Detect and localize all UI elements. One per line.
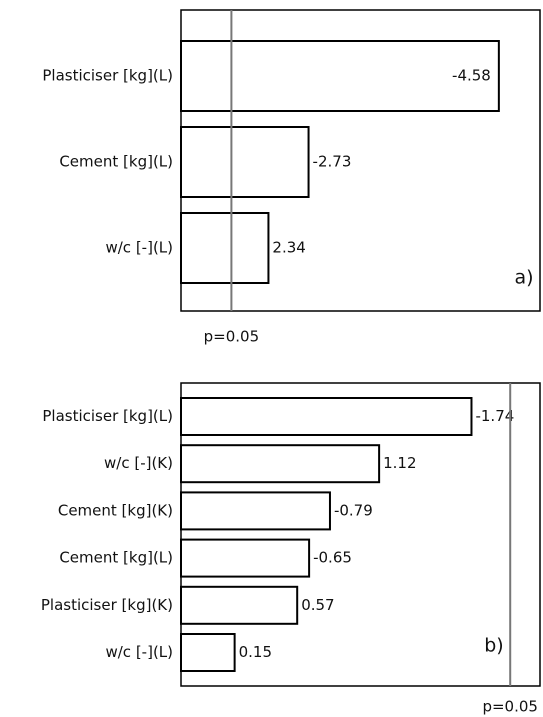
value-label: -4.58	[452, 67, 491, 85]
category-label: w/c [-](L)	[105, 643, 173, 661]
bar	[180, 538, 311, 578]
bar	[180, 397, 473, 436]
bar	[180, 444, 381, 484]
category-label: Plasticiser [kg](K)	[41, 596, 173, 614]
value-label: -1.74	[475, 407, 514, 425]
category-label: Cement [kg](K)	[58, 501, 173, 519]
value-label: 1.12	[383, 454, 416, 472]
bar	[180, 585, 299, 625]
bar	[180, 212, 270, 284]
panel-label: a)	[514, 267, 533, 289]
value-label: 0.15	[239, 643, 272, 661]
bar	[180, 633, 236, 672]
value-label: -2.73	[313, 153, 352, 171]
value-label: 0.57	[301, 596, 334, 614]
reference-label: p=0.05	[482, 698, 538, 716]
value-label: -0.65	[313, 549, 352, 567]
plot-frame	[180, 382, 541, 687]
category-label: Cement [kg](L)	[59, 549, 173, 567]
bar	[180, 126, 310, 198]
category-label: Plasticiser [kg](L)	[42, 407, 173, 425]
category-label: Cement [kg](L)	[59, 153, 173, 171]
value-label: 2.34	[272, 239, 305, 257]
panel-label: b)	[484, 635, 503, 657]
bar	[180, 491, 331, 531]
bar	[180, 40, 500, 112]
category-label: w/c [-](L)	[105, 239, 173, 257]
value-label: -0.79	[334, 501, 373, 519]
reference-label: p=0.05	[204, 328, 260, 346]
category-label: Plasticiser [kg](L)	[42, 67, 173, 85]
category-label: w/c [-](K)	[104, 454, 173, 472]
